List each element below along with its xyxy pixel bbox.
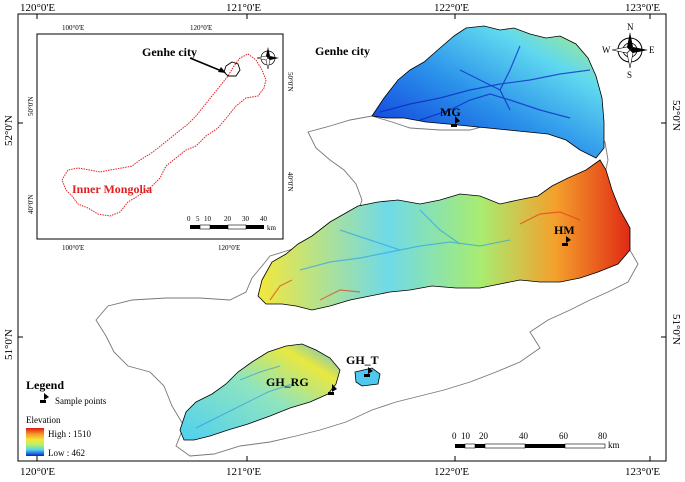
svg-text:W: W (602, 45, 611, 55)
sample-points (328, 116, 571, 395)
sample-point-hm (562, 243, 568, 246)
legend-title: Legend (26, 378, 64, 392)
inset-arrow (189, 57, 225, 73)
legend: Legend Sample points Elevation High : 15… (26, 378, 107, 458)
inner-mongolia-outline (61, 53, 267, 217)
inset-compass-icon (256, 47, 279, 70)
bottom-lon-tick-120: 120°0'E (20, 466, 55, 478)
inset-genhe-label: Genhe city (142, 45, 197, 59)
inset-region-label: Inner Mongolia (72, 182, 152, 196)
legend-elevation-ramp (26, 428, 44, 456)
inset-left-lat-40: 40°0'N (27, 194, 35, 214)
sample-point-gh-t (364, 374, 370, 377)
top-lon-tick-121: 121°0'E (226, 2, 261, 14)
bottom-lon-tick-123: 123°0'E (625, 466, 660, 478)
inset-map: 100°0'E 120°0'E 100°0'E 120°0'E 50°0'N 4… (27, 24, 294, 252)
inset-bottom-lon-120: 120°0'E (218, 244, 240, 252)
bottom-lon-tick-122: 122°0'E (434, 466, 469, 478)
legend-sample-point-icon (40, 400, 46, 403)
bottom-lon-tick-121: 121°0'E (226, 466, 261, 478)
main-scale-bar: 0 10 20 40 60 80 km (452, 431, 620, 450)
sample-point-mg (451, 124, 457, 127)
right-lat-tick-51: 51°0'N (670, 314, 682, 345)
inset-scale-bar: 0 5 10 20 30 40 km (187, 215, 277, 232)
inset-right-lat-40: 40°0'N (286, 172, 294, 192)
left-lat-tick-51: 51°0'N (3, 329, 15, 360)
genhe-city-label: Genhe city (315, 44, 370, 58)
svg-text:5: 5 (196, 215, 200, 223)
gh-rg-drainage-texture (195, 365, 293, 429)
site-label-gh-t: GH_T (346, 353, 379, 367)
svg-text:km: km (267, 224, 277, 232)
inset-top-lon-100: 100°0'E (62, 24, 84, 32)
top-lon-tick-120: 120°0'E (20, 2, 55, 14)
compass-rose-icon: N S E W (602, 22, 655, 80)
svg-text:30: 30 (242, 215, 250, 223)
inset-left-lat-50: 50°0'N (27, 96, 35, 116)
legend-sample-points-label: Sample points (55, 396, 107, 406)
legend-high-label: High : 1510 (48, 429, 92, 439)
right-lat-tick-52: 52°0'N (670, 100, 682, 131)
svg-text:20: 20 (479, 431, 489, 441)
svg-text:20: 20 (224, 215, 232, 223)
svg-text:10: 10 (461, 431, 471, 441)
top-lon-tick-123: 123°0'E (625, 2, 660, 14)
top-lon-tick-122: 122°0'E (434, 2, 469, 14)
legend-elevation-title: Elevation (26, 415, 61, 425)
svg-text:E: E (649, 45, 655, 55)
svg-text:40: 40 (519, 431, 529, 441)
svg-text:N: N (627, 22, 634, 32)
mg-drainage-texture (379, 45, 591, 121)
mg-study-area (371, 25, 605, 159)
svg-text:40: 40 (260, 215, 268, 223)
svg-text:80: 80 (598, 431, 608, 441)
hm-ridge-texture (269, 211, 581, 301)
sample-point-gh-rg (328, 392, 334, 395)
hm-study-area (257, 159, 631, 311)
svg-text:60: 60 (559, 431, 569, 441)
graticule-ticks (18, 14, 666, 461)
site-label-mg: MG (440, 105, 461, 119)
inset-bottom-lon-100: 100°0'E (62, 244, 84, 252)
svg-text:0: 0 (187, 215, 191, 223)
svg-text:S: S (627, 70, 632, 80)
hm-drainage-texture (299, 209, 511, 271)
inset-right-lat-50: 50°0'N (286, 72, 294, 92)
site-label-hm: HM (554, 223, 575, 237)
left-lat-tick-52: 52°0'N (3, 115, 15, 146)
svg-text:10: 10 (204, 215, 212, 223)
inset-top-lon-120: 120°0'E (190, 24, 212, 32)
legend-low-label: Low : 462 (48, 448, 85, 458)
svg-text:km: km (608, 440, 620, 450)
svg-text:0: 0 (452, 431, 457, 441)
site-label-gh-rg: GH_RG (266, 375, 309, 389)
